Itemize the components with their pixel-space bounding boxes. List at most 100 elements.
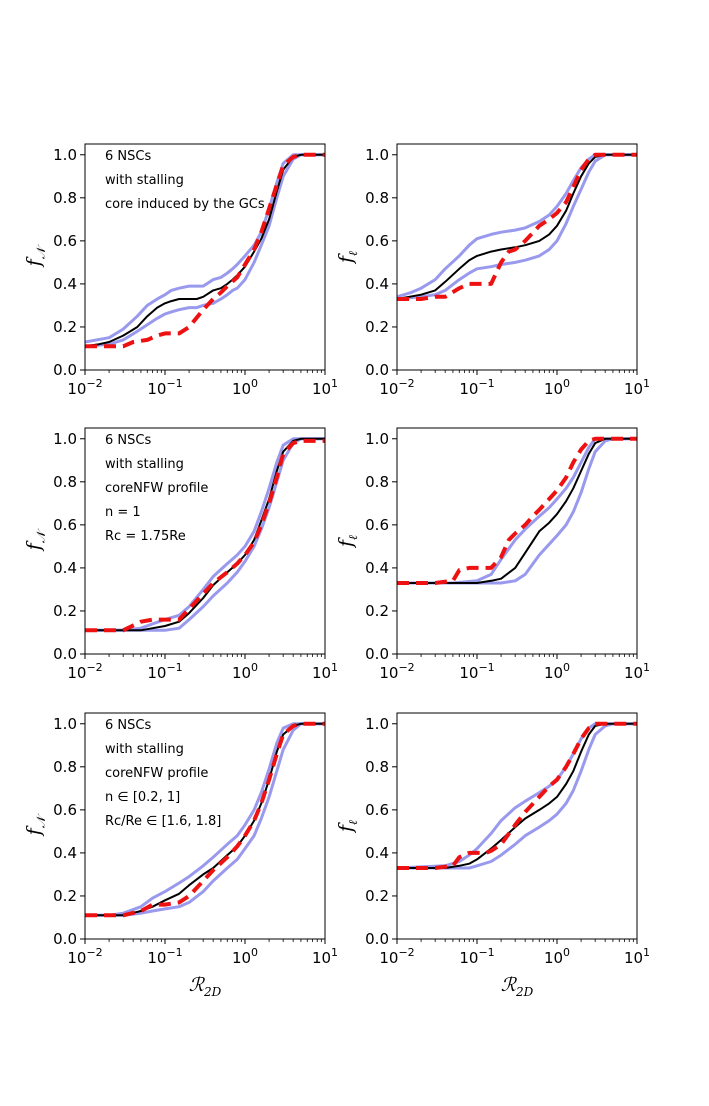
x-tick-label: 10−2 — [67, 661, 102, 682]
series-median-line — [85, 153, 325, 348]
y-axis-label: fℓ — [335, 251, 360, 265]
y-axis-label: f𝒩 — [23, 244, 48, 268]
y-tick-label: 0.4 — [53, 275, 77, 293]
y-tick-label: 0.8 — [53, 189, 77, 207]
panel-row3-right: 0.0 0.2 0.4 0.6 0.8 1.0 10−2 10−1 100 101 fℓ ℛ2D — [335, 712, 650, 999]
y-tick-label: 0.6 — [365, 801, 389, 819]
annotation-line: 6 NSCs — [105, 149, 151, 164]
panel-row3-left: 0.0 0.2 0.4 0.6 0.8 1.0 10−2 10−1 100 101 f𝒩 ℛ2D 6 N… — [23, 712, 338, 999]
y-tick-label: 0.8 — [53, 758, 77, 776]
y-tick-label: 0.2 — [365, 602, 389, 620]
annotation-line: with stalling — [105, 173, 184, 188]
annotation-line: with stalling — [105, 457, 184, 472]
series-observed-line — [85, 152, 325, 349]
y-tick-label: 1.0 — [53, 430, 77, 448]
series-observed-line — [397, 721, 637, 870]
y-tick-label: 0.0 — [53, 930, 77, 948]
y-tick-label: 0.8 — [365, 473, 389, 491]
y-tick-label: 0.4 — [365, 559, 389, 577]
x-tick-label: 10−2 — [379, 661, 414, 682]
y-tick-label: 0.2 — [365, 887, 389, 905]
y-axis-label: f𝒩 — [23, 813, 48, 837]
series-upper-line — [85, 722, 325, 917]
series-median-line — [397, 437, 637, 584]
annotation-line: n ∈ [0.2, 1] — [105, 790, 180, 805]
x-tick-label: 101 — [312, 946, 338, 967]
x-tick-label: 100 — [232, 946, 258, 967]
series-upper-line — [85, 437, 325, 632]
y-tick-label: 0.0 — [365, 930, 389, 948]
series-lower-line — [397, 153, 637, 301]
x-tick-label: 101 — [312, 377, 338, 398]
y-tick-label: 0.6 — [53, 801, 77, 819]
series-median-line — [397, 722, 637, 869]
annotation-line: Rc/Re ∈ [1.6, 1.8] — [105, 814, 221, 829]
x-axis-label: ℛ2D — [501, 974, 534, 999]
annotation-line: coreNFW profile — [105, 481, 208, 496]
annotation-line: coreNFW profile — [105, 766, 208, 781]
series-median-line — [397, 153, 637, 300]
series-observed-line — [85, 438, 325, 633]
x-tick-label: 10−2 — [379, 377, 414, 398]
series-lower-line — [85, 153, 325, 348]
series-lower-line — [397, 437, 637, 585]
x-tick-label: 101 — [624, 377, 650, 398]
y-axis-label: f𝒩 — [23, 528, 48, 552]
axes-frame — [84, 143, 326, 371]
panel-row1-right: 0.0 0.2 0.4 0.6 0.8 1.0 10−2 10−1 100 101 fℓ — [335, 143, 650, 398]
series-lower-line — [85, 722, 325, 917]
y-tick-label: 0.8 — [53, 473, 77, 491]
series-upper-line — [397, 437, 637, 585]
panel-row1-left: 0.0 0.2 0.4 0.6 0.8 1.0 10−2 10−1 100 101 f𝒩 6 NSCs… — [23, 143, 338, 398]
series-observed-line — [397, 152, 637, 301]
annotation-line: core induced by the GCs — [105, 197, 265, 212]
x-tick-label: 101 — [312, 661, 338, 682]
x-tick-label: 10−2 — [67, 377, 102, 398]
x-tick-label: 10−1 — [147, 661, 182, 682]
x-tick-label: 10−2 — [67, 946, 102, 967]
y-tick-label: 0.0 — [365, 361, 389, 379]
x-axis-label: ℛ2D — [189, 974, 222, 999]
x-tick-label: 10−2 — [379, 946, 414, 967]
series-upper-line — [397, 153, 637, 299]
y-tick-label: 0.4 — [365, 844, 389, 862]
y-tick-label: 0.2 — [365, 318, 389, 336]
x-tick-label: 101 — [624, 946, 650, 967]
y-tick-label: 0.6 — [365, 232, 389, 250]
series-upper-line — [397, 722, 637, 870]
y-tick-label: 1.0 — [53, 715, 77, 733]
y-tick-label: 0.8 — [365, 758, 389, 776]
y-tick-label: 1.0 — [53, 146, 77, 164]
y-tick-label: 1.0 — [365, 146, 389, 164]
x-tick-label: 10−1 — [459, 946, 494, 967]
x-tick-label: 101 — [624, 661, 650, 682]
axes-frame — [396, 143, 638, 371]
annotation-line: 6 NSCs — [105, 433, 151, 448]
annotation-line: Rc = 1.75Re — [105, 529, 186, 544]
x-tick-label: 100 — [544, 946, 570, 967]
y-tick-label: 0.6 — [53, 516, 77, 534]
x-tick-label: 10−1 — [459, 377, 494, 398]
y-tick-label: 0.0 — [53, 645, 77, 663]
y-axis-label: fℓ — [335, 535, 360, 549]
annotation-line: 6 NSCs — [105, 718, 151, 733]
y-tick-label: 1.0 — [365, 430, 389, 448]
x-tick-label: 10−1 — [459, 661, 494, 682]
y-tick-label: 0.0 — [53, 361, 77, 379]
x-tick-label: 100 — [232, 661, 258, 682]
panel-row2-right: 0.0 0.2 0.4 0.6 0.8 1.0 10−2 10−1 100 101 fℓ — [335, 427, 650, 682]
annotation-line: n = 1 — [105, 505, 141, 520]
y-axis-label: fℓ — [335, 820, 360, 834]
series-lower-line — [397, 722, 637, 870]
axes-frame — [84, 427, 326, 655]
y-tick-label: 0.4 — [53, 844, 77, 862]
y-tick-label: 0.2 — [53, 602, 77, 620]
axes-frame — [396, 427, 638, 655]
y-tick-label: 0.8 — [365, 189, 389, 207]
annotation-line: with stalling — [105, 742, 184, 757]
series-observed-line — [85, 721, 325, 918]
x-tick-label: 100 — [544, 661, 570, 682]
y-tick-label: 0.4 — [53, 559, 77, 577]
y-tick-label: 0.6 — [365, 516, 389, 534]
